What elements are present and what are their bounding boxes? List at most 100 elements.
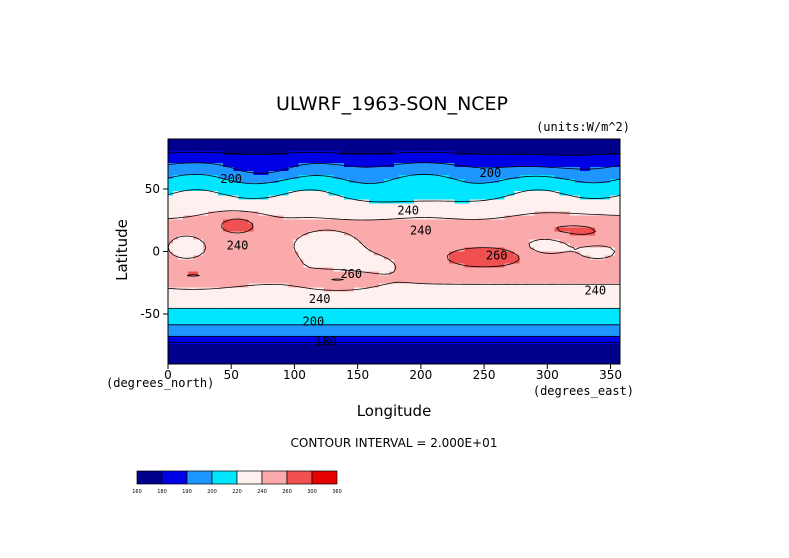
contour-fill-cell (494, 311, 500, 317)
contour-fill-cell (469, 323, 475, 329)
contour-fill-cell (313, 351, 319, 357)
contour-fill-cell (278, 183, 284, 188)
contour-fill-cell (298, 239, 304, 244)
contour-fill-cell (419, 219, 425, 224)
contour-fill-cell (378, 223, 385, 228)
contour-fill-cell (599, 255, 606, 260)
contour-fill-cell (529, 283, 535, 288)
contour-fill-cell (409, 187, 415, 192)
contour-fill-cell (559, 347, 565, 353)
contour-fill-cell (173, 267, 179, 272)
contour-fill-cell (509, 143, 515, 148)
contour-fill-cell (173, 283, 179, 288)
contour-fill-cell (509, 223, 515, 228)
contour-fill-cell (494, 151, 500, 156)
contour-fill-cell (454, 279, 460, 284)
contour-fill-cell (213, 303, 219, 308)
contour-fill-cell (479, 183, 485, 188)
contour-fill-cell (198, 223, 204, 228)
contour-fill-cell (479, 283, 485, 288)
contour-fill-cell (609, 283, 616, 288)
contour-fill-cell (253, 155, 259, 160)
contour-fill-cell (183, 323, 189, 329)
contour-fill-cell (539, 275, 545, 280)
contour-fill-cell (358, 171, 365, 176)
contour-fill-cell (313, 295, 319, 300)
contour-fill-cell (293, 223, 299, 228)
contour-fill-cell (554, 275, 560, 280)
contour-fill-cell (494, 215, 500, 220)
contour-fill-cell (313, 347, 319, 353)
contour-fill-cell (293, 259, 299, 264)
contour-fill-cell (499, 327, 505, 333)
contour-fill-cell (173, 215, 179, 220)
contour-fill-cell (509, 207, 515, 212)
contour-fill-cell (373, 143, 380, 148)
contour-fill-cell (474, 295, 480, 300)
contour-fill-cell (599, 351, 606, 357)
contour-fill-cell (614, 323, 621, 329)
contour-fill-cell (614, 243, 621, 248)
contour-fill-cell (218, 187, 224, 192)
contour-fill-cell (183, 203, 189, 208)
contour-fill-cell (213, 263, 219, 268)
contour-fill-cell (559, 227, 565, 232)
contour-fill-cell (614, 259, 621, 264)
contour-fill-cell (253, 271, 259, 276)
contour-fill-cell (434, 227, 440, 232)
contour-fill-cell (434, 303, 440, 308)
contour-fill-cell (243, 211, 249, 216)
contour-fill-cell (499, 151, 505, 156)
contour-fill-cell (419, 223, 425, 228)
contour-fill-cell (188, 139, 194, 144)
contour-fill-cell (378, 143, 385, 148)
contour-fill-cell (544, 159, 550, 164)
contour-fill-cell (213, 359, 219, 365)
contour-fill-cell (474, 151, 480, 156)
contour-fill-cell (579, 155, 586, 160)
contour-fill-cell (494, 207, 500, 212)
contour-fill-cell (283, 283, 289, 288)
contour-fill-cell (574, 223, 581, 228)
contour-fill-cell (218, 283, 224, 288)
contour-fill-cell (208, 267, 214, 272)
contour-fill-cell (313, 187, 319, 192)
contour-fill-cell (584, 279, 591, 284)
contour-fill-cell (258, 327, 264, 333)
contour-fill-cell (313, 147, 319, 152)
contour-fill-cell (519, 199, 525, 204)
contour-fill-cell (614, 143, 621, 148)
contour-fill-cell (434, 319, 440, 325)
contour-fill-cell (358, 235, 365, 240)
contour-fill-cell (293, 271, 299, 276)
contour-fill-cell (228, 347, 234, 353)
contour-fill-cell (489, 203, 495, 208)
contour-fill-cell (519, 251, 525, 256)
contour-fill-cell (183, 359, 189, 365)
contour-fill-cell (193, 323, 199, 329)
contour-fill-cell (589, 219, 596, 224)
contour-fill-cell (268, 207, 274, 212)
contour-fill-cell (469, 267, 475, 272)
contour-fill-cell (559, 183, 565, 188)
contour-fill-cell (263, 143, 269, 148)
contour-fill-cell (519, 291, 525, 296)
contour-fill-cell (554, 243, 560, 248)
contour-fill-cell (589, 303, 596, 308)
contour-fill-cell (539, 187, 545, 192)
contour-fill-cell (464, 355, 470, 361)
contour-fill-cell (373, 183, 380, 188)
contour-fill-cell (273, 295, 279, 300)
contour-fill-cell (238, 251, 244, 256)
contour-fill-cell (283, 211, 289, 216)
contour-fill-cell (198, 251, 204, 256)
contour-fill-cell (529, 183, 535, 188)
contour-fill-cell (168, 351, 174, 357)
contour-fill-cell (614, 255, 621, 260)
contour-fill-cell (223, 231, 229, 236)
contour-fill-cell (594, 203, 601, 208)
contour-fill-cell (399, 259, 405, 264)
contour-fill-cell (343, 167, 350, 172)
contour-fill-cell (363, 195, 370, 200)
contour-fill-cell (604, 343, 611, 349)
